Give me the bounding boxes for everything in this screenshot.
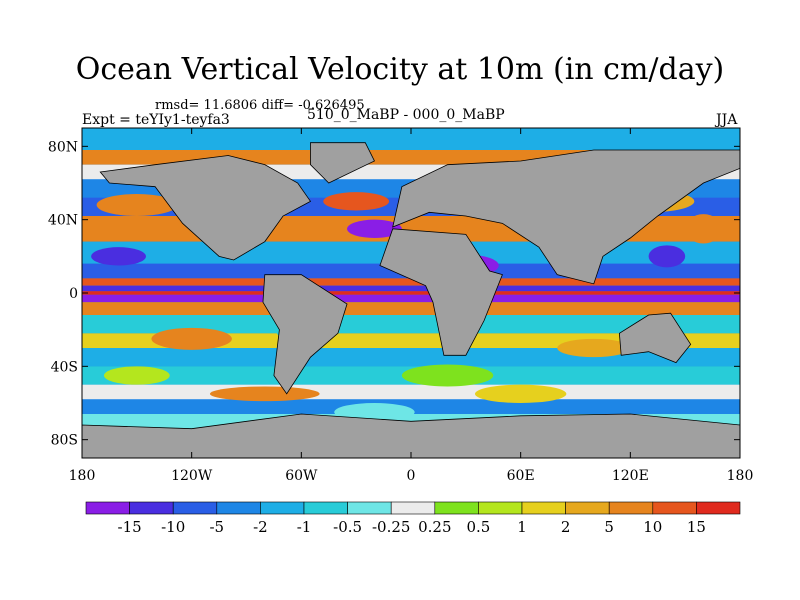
- land-mass: [379, 228, 503, 356]
- colorbar-label: 5: [604, 518, 614, 536]
- chart-title: Ocean Vertical Velocity at 10m (in cm/da…: [75, 52, 725, 87]
- colorbar-label: -10: [161, 518, 185, 536]
- field-patch: [91, 247, 146, 266]
- x-tick-label: 120E: [612, 468, 649, 484]
- colorbar-swatch: [434, 501, 479, 515]
- y-tick-label: 40N: [48, 213, 78, 229]
- field-band: [82, 128, 740, 150]
- field-band: [82, 291, 740, 295]
- field-band: [82, 315, 740, 334]
- field-patch: [474, 384, 567, 404]
- season-text: JJA: [716, 112, 738, 128]
- field-band: [82, 302, 740, 315]
- y-tick-label: 0: [69, 286, 78, 302]
- colorbar-swatch: [390, 501, 436, 515]
- colorbar-label: -2: [253, 518, 268, 536]
- axes: 80N 40N 0 40S 80S 180 120W 60W 0 60E 120E 180: [48, 128, 753, 484]
- colorbar-swatch: [521, 501, 566, 515]
- colorbar-swatch: [216, 501, 261, 515]
- colorbar-label: -0.5: [333, 518, 362, 536]
- land-mass: [99, 155, 312, 261]
- experiment-text: Expt = teYIy1-teyfa3: [82, 112, 230, 128]
- land-mass: [618, 312, 692, 364]
- colorbar-label: -5: [209, 518, 224, 536]
- colorbar-swatch: [652, 501, 697, 515]
- field-band: [82, 399, 740, 414]
- colorbar-label: 0.25: [418, 518, 451, 536]
- field-patch: [334, 403, 415, 422]
- colorbar-label: 2: [561, 518, 571, 536]
- colorbar: -15 -10 -5 -2 -1 -0.5 -0.25 0.25 0.5 1 2 5 10 15: [85, 501, 741, 536]
- colorbar-label: -15: [118, 518, 142, 536]
- field-patch: [103, 366, 170, 385]
- land-mass: [392, 149, 740, 285]
- field-patch: [685, 214, 722, 244]
- field-patch: [96, 194, 178, 216]
- colorbar-swatch: [129, 501, 174, 515]
- field-patch: [648, 245, 686, 268]
- colorbar-swatch: [172, 501, 218, 515]
- colorbar-label: 15: [687, 518, 706, 536]
- field-patch: [347, 219, 402, 238]
- y-tick-label: 40S: [51, 359, 78, 375]
- x-tick-label: 120W: [171, 468, 213, 484]
- y-tick-label: 80N: [48, 139, 78, 155]
- x-tick-label: 60W: [285, 468, 318, 484]
- colorbar-swatch: [696, 501, 741, 515]
- field-patch: [557, 338, 631, 358]
- field-band: [82, 278, 740, 286]
- colorbar-label: -0.25: [372, 518, 410, 536]
- y-tick-label: 80S: [51, 433, 78, 449]
- x-tick-label: 0: [407, 468, 416, 484]
- x-tick-label: 180: [727, 468, 754, 484]
- x-tick-label: 180: [69, 468, 96, 484]
- plot-area: [82, 128, 740, 458]
- land-mass: [310, 142, 375, 184]
- colorbar-swatch: [347, 501, 392, 515]
- colorbar-swatch: [303, 501, 348, 515]
- stats-text: rmsd= 11.6806 diff= -0.626495: [155, 98, 365, 113]
- land-mass: [82, 413, 740, 458]
- field-patch: [151, 327, 232, 350]
- x-tick-label: 60E: [507, 468, 535, 484]
- colorbar-swatch: [478, 501, 523, 515]
- colorbar-swatch: [565, 501, 610, 515]
- field-band: [82, 294, 740, 303]
- field-band: [82, 384, 740, 400]
- colorbar-label: -1: [297, 518, 312, 536]
- colorbar-swatch: [260, 501, 305, 515]
- land-mass: [262, 274, 348, 395]
- field-band: [82, 285, 740, 292]
- colorbar-label: 10: [643, 518, 662, 536]
- field-patch: [323, 192, 390, 211]
- colorbar-swatch: [608, 501, 654, 515]
- comparison-text: 510_0_MaBP - 000_0_MaBP: [307, 107, 505, 123]
- colorbar-label: 1: [517, 518, 527, 536]
- colorbar-swatch: [85, 501, 130, 515]
- field-patch: [209, 386, 320, 402]
- field-patch: [401, 364, 494, 387]
- colorbar-label: 0.5: [466, 518, 490, 536]
